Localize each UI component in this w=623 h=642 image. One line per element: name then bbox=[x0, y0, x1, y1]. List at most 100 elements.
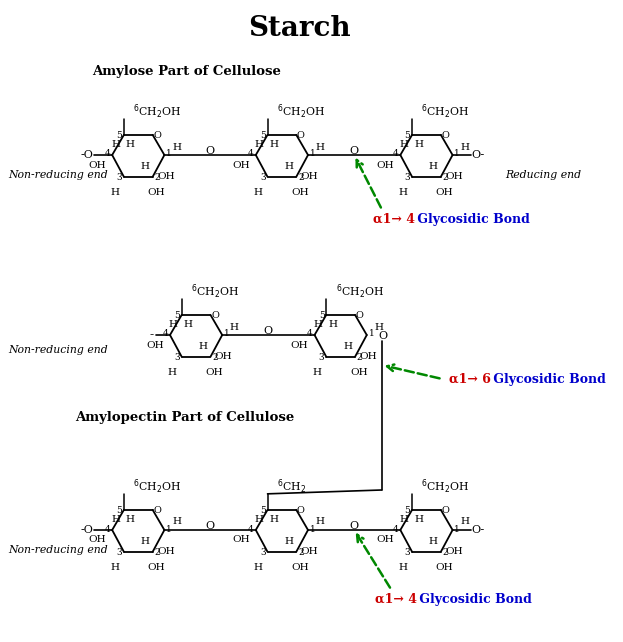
Text: 5: 5 bbox=[117, 507, 122, 516]
Text: 2: 2 bbox=[155, 173, 160, 182]
Text: OH: OH bbox=[148, 188, 165, 197]
Text: H: H bbox=[254, 563, 263, 572]
Text: Glycosidic Bond: Glycosidic Bond bbox=[415, 593, 531, 606]
Text: α1→ 6: α1→ 6 bbox=[449, 373, 491, 386]
Text: O: O bbox=[153, 132, 161, 141]
Text: H: H bbox=[313, 320, 322, 329]
Text: $^6$CH$_2$OH: $^6$CH$_2$OH bbox=[336, 282, 384, 301]
Text: 1: 1 bbox=[310, 525, 316, 534]
Text: 5: 5 bbox=[174, 311, 180, 320]
Text: 4: 4 bbox=[105, 525, 110, 534]
Text: H: H bbox=[126, 141, 135, 150]
Text: Amylopectin Part of Cellulose: Amylopectin Part of Cellulose bbox=[75, 412, 295, 424]
Text: O: O bbox=[297, 507, 305, 516]
Text: H: H bbox=[460, 517, 469, 526]
Text: OH: OH bbox=[215, 352, 232, 361]
Text: 3: 3 bbox=[404, 548, 410, 557]
Text: H: H bbox=[172, 517, 181, 526]
Text: OH: OH bbox=[146, 340, 164, 349]
Text: OH: OH bbox=[445, 548, 463, 557]
Text: O: O bbox=[356, 311, 364, 320]
Text: H: H bbox=[399, 516, 408, 525]
Text: OH: OH bbox=[206, 369, 223, 377]
Text: $^6$CH$_2$OH: $^6$CH$_2$OH bbox=[421, 103, 470, 121]
Text: H: H bbox=[254, 188, 263, 197]
Text: OH: OH bbox=[291, 188, 309, 197]
Text: 4: 4 bbox=[163, 329, 168, 338]
Text: -: - bbox=[150, 329, 153, 342]
Text: α1→ 4: α1→ 4 bbox=[374, 593, 417, 606]
Text: H: H bbox=[398, 188, 407, 197]
Text: OH: OH bbox=[291, 340, 308, 349]
Text: Reducing end: Reducing end bbox=[505, 170, 581, 180]
Text: H: H bbox=[374, 322, 383, 331]
Text: 1: 1 bbox=[166, 525, 172, 534]
Text: H: H bbox=[328, 320, 337, 329]
Text: 1: 1 bbox=[310, 150, 316, 159]
Text: 2: 2 bbox=[443, 548, 449, 557]
Text: 3: 3 bbox=[260, 548, 265, 557]
Text: -O: -O bbox=[80, 150, 93, 160]
Text: 3: 3 bbox=[260, 173, 265, 182]
Text: H: H bbox=[429, 537, 438, 546]
Text: 4: 4 bbox=[393, 525, 399, 534]
Text: 3: 3 bbox=[117, 548, 122, 557]
Text: H: H bbox=[110, 563, 119, 572]
Text: OH: OH bbox=[377, 160, 394, 169]
Text: 3: 3 bbox=[319, 353, 325, 362]
Text: $^6$CH$_2$OH: $^6$CH$_2$OH bbox=[133, 478, 181, 496]
Text: H: H bbox=[126, 516, 135, 525]
Text: 4: 4 bbox=[248, 150, 254, 159]
Text: H: H bbox=[255, 141, 264, 150]
Text: 2: 2 bbox=[155, 548, 160, 557]
Text: 1: 1 bbox=[369, 329, 374, 338]
Text: Non-reducing end: Non-reducing end bbox=[8, 345, 108, 355]
Text: OH: OH bbox=[445, 172, 463, 181]
Text: OH: OH bbox=[148, 563, 165, 572]
Text: H: H bbox=[284, 537, 293, 546]
Text: OH: OH bbox=[232, 160, 250, 169]
Text: -O: -O bbox=[80, 525, 93, 535]
Text: O: O bbox=[350, 521, 359, 531]
Text: OH: OH bbox=[435, 563, 454, 572]
Text: OH: OH bbox=[377, 535, 394, 544]
Text: $^6$CH$_2$OH: $^6$CH$_2$OH bbox=[191, 282, 239, 301]
Text: O: O bbox=[153, 507, 161, 516]
Text: O-: O- bbox=[471, 525, 484, 535]
Text: 1: 1 bbox=[454, 525, 460, 534]
Text: H: H bbox=[141, 537, 150, 546]
Text: H: H bbox=[460, 143, 469, 152]
Text: Glycosidic Bond: Glycosidic Bond bbox=[489, 373, 606, 386]
Text: $^6$CH$_2$OH: $^6$CH$_2$OH bbox=[421, 478, 470, 496]
Text: H: H bbox=[168, 369, 177, 377]
Text: H: H bbox=[141, 162, 150, 171]
Text: O: O bbox=[206, 146, 215, 156]
Text: 2: 2 bbox=[298, 173, 304, 182]
Text: OH: OH bbox=[157, 548, 174, 557]
Text: 2: 2 bbox=[298, 548, 304, 557]
Text: 4: 4 bbox=[105, 150, 110, 159]
Text: OH: OH bbox=[88, 535, 106, 544]
Text: 5: 5 bbox=[319, 311, 325, 320]
Text: O: O bbox=[442, 132, 449, 141]
Text: H: H bbox=[111, 141, 120, 150]
Text: O: O bbox=[264, 326, 273, 336]
Text: OH: OH bbox=[350, 369, 368, 377]
Text: H: H bbox=[270, 141, 278, 150]
Text: 2: 2 bbox=[357, 353, 363, 362]
Text: OH: OH bbox=[291, 563, 309, 572]
Text: OH: OH bbox=[232, 535, 250, 544]
Text: 4: 4 bbox=[248, 525, 254, 534]
Text: Non-reducing end: Non-reducing end bbox=[8, 170, 108, 180]
Text: 1: 1 bbox=[224, 329, 230, 338]
Text: O: O bbox=[442, 507, 449, 516]
Text: 3: 3 bbox=[117, 173, 122, 182]
Text: Starch: Starch bbox=[249, 15, 351, 42]
Text: 4: 4 bbox=[393, 150, 399, 159]
Text: OH: OH bbox=[435, 188, 454, 197]
Text: Glycosidic Bond: Glycosidic Bond bbox=[413, 213, 530, 226]
Text: 3: 3 bbox=[174, 353, 180, 362]
Text: 5: 5 bbox=[260, 132, 266, 141]
Text: O: O bbox=[211, 311, 219, 320]
Text: OH: OH bbox=[359, 352, 377, 361]
